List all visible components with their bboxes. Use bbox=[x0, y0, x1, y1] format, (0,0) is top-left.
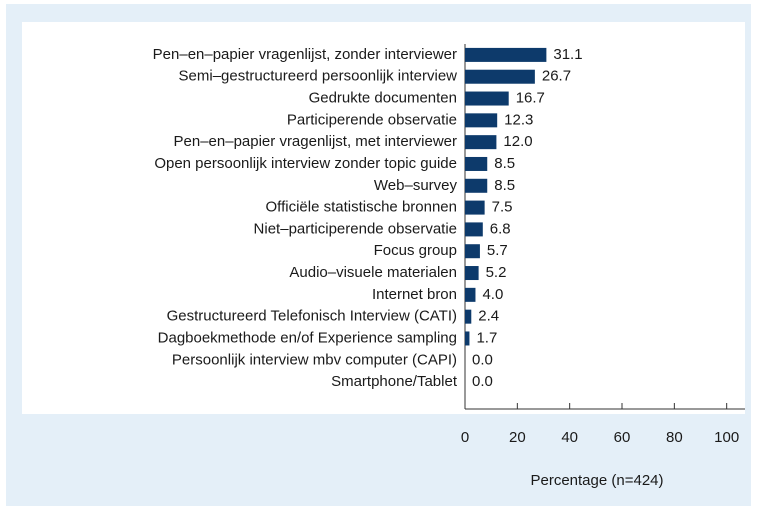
value-label: 31.1 bbox=[553, 46, 582, 63]
value-label: 8.5 bbox=[494, 177, 515, 194]
value-label: 26.7 bbox=[542, 68, 571, 85]
y-tick-label: Dagboekmethode en/of Experience sampling bbox=[158, 329, 457, 346]
x-axis-label: Percentage (n=424) bbox=[530, 472, 663, 489]
value-label: 6.8 bbox=[490, 220, 511, 237]
value-label: 0.0 bbox=[472, 373, 493, 390]
bar bbox=[465, 287, 476, 302]
y-tick-label: Gedrukte documenten bbox=[309, 90, 457, 107]
y-tick-label: Smartphone/Tablet bbox=[331, 373, 458, 390]
value-label: 4.0 bbox=[482, 286, 503, 303]
plot-background bbox=[22, 22, 745, 414]
y-tick-label: Focus group bbox=[374, 242, 457, 259]
y-tick-label: Participerende observatie bbox=[287, 111, 457, 128]
x-tick-label: 0 bbox=[461, 429, 469, 446]
bar bbox=[465, 266, 479, 281]
x-tick-label: 100 bbox=[714, 429, 739, 446]
y-tick-label: Open persoonlijk interview zonder topic … bbox=[154, 155, 457, 172]
bar bbox=[465, 178, 488, 193]
y-tick-label: Gestructureerd Telefonisch Interview (CA… bbox=[167, 308, 457, 325]
y-tick-label: Pen–en–papier vragenlijst, met interview… bbox=[174, 133, 457, 150]
bar bbox=[465, 331, 470, 346]
value-label: 16.7 bbox=[516, 90, 545, 107]
bar bbox=[465, 309, 472, 324]
value-label: 1.7 bbox=[476, 329, 497, 346]
value-label: 7.5 bbox=[492, 199, 513, 216]
bar bbox=[465, 47, 547, 62]
value-label: 2.4 bbox=[478, 308, 499, 325]
x-tick-label: 60 bbox=[614, 429, 631, 446]
x-tick-label: 40 bbox=[561, 429, 578, 446]
bar bbox=[465, 200, 485, 215]
value-label: 8.5 bbox=[494, 155, 515, 172]
bar bbox=[465, 222, 483, 237]
bar bbox=[465, 244, 480, 259]
y-tick-label: Persoonlijk interview mbv computer (CAPI… bbox=[172, 351, 457, 368]
y-tick-label: Niet–participerende observatie bbox=[254, 220, 457, 237]
bar bbox=[465, 113, 498, 128]
y-tick-label: Officiële statistische bronnen bbox=[266, 199, 458, 216]
y-tick-label: Semi–gestructureerd persoonlijk intervie… bbox=[179, 68, 458, 85]
value-label: 0.0 bbox=[472, 351, 493, 368]
x-tick-label: 80 bbox=[666, 429, 683, 446]
value-label: 5.2 bbox=[486, 264, 507, 281]
y-tick-label: Pen–en–papier vragenlijst, zonder interv… bbox=[153, 46, 457, 63]
bar bbox=[465, 135, 497, 150]
y-tick-label: Web–survey bbox=[374, 177, 458, 194]
bar bbox=[465, 91, 509, 106]
x-tick-label: 20 bbox=[509, 429, 526, 446]
bar bbox=[465, 69, 535, 84]
value-label: 5.7 bbox=[487, 242, 508, 259]
bar bbox=[465, 156, 488, 171]
value-label: 12.0 bbox=[503, 133, 532, 150]
value-label: 12.3 bbox=[504, 111, 533, 128]
y-tick-label: Audio–visuele materialen bbox=[289, 264, 457, 281]
y-tick-label: Internet bron bbox=[372, 286, 457, 303]
